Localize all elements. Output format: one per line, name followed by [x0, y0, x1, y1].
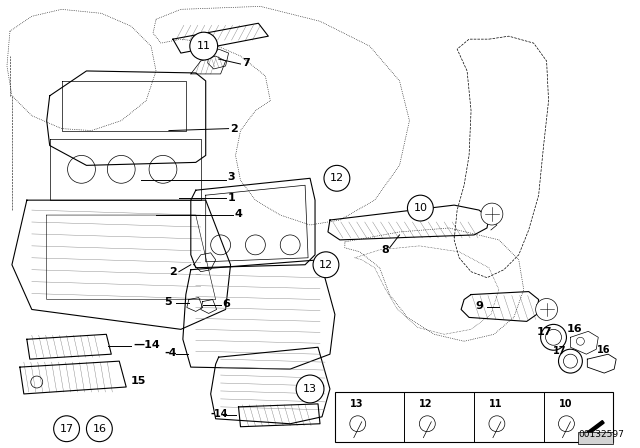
Text: 4: 4	[234, 209, 243, 219]
Text: 17: 17	[552, 346, 566, 356]
Text: 11: 11	[196, 41, 211, 51]
Bar	[335, 392, 613, 442]
Circle shape	[481, 203, 503, 225]
Text: 16: 16	[597, 345, 611, 355]
Circle shape	[324, 165, 350, 191]
FancyArrow shape	[579, 421, 604, 440]
Text: 13: 13	[303, 384, 317, 394]
Text: -14: -14	[211, 409, 228, 419]
Text: 7: 7	[243, 58, 250, 68]
Circle shape	[54, 416, 79, 442]
Circle shape	[86, 416, 112, 442]
Text: 2: 2	[169, 267, 177, 277]
Text: 3: 3	[228, 172, 236, 182]
Text: 13: 13	[350, 399, 364, 409]
Text: 16: 16	[92, 424, 106, 434]
Text: 8: 8	[381, 245, 389, 255]
Text: 11: 11	[489, 399, 502, 409]
Text: 6: 6	[223, 300, 230, 310]
Text: 5: 5	[164, 297, 172, 306]
Text: 1: 1	[228, 193, 236, 203]
Text: 17: 17	[537, 327, 552, 337]
Text: —14: —14	[133, 340, 160, 350]
Circle shape	[313, 252, 339, 278]
Text: 10: 10	[413, 203, 428, 213]
Text: 2: 2	[230, 124, 238, 134]
Circle shape	[190, 32, 218, 60]
Text: -4: -4	[164, 348, 177, 358]
Circle shape	[559, 349, 582, 373]
Circle shape	[296, 375, 324, 403]
Text: 17: 17	[60, 424, 74, 434]
Text: 9: 9	[475, 302, 483, 311]
Text: 00132597: 00132597	[579, 430, 624, 439]
Bar	[579, 432, 613, 444]
Text: 10: 10	[559, 399, 572, 409]
Text: 15: 15	[131, 376, 147, 386]
Circle shape	[541, 324, 566, 350]
Text: 16: 16	[566, 324, 582, 334]
Text: 12: 12	[319, 260, 333, 270]
Text: 12: 12	[330, 173, 344, 183]
Text: 12: 12	[419, 399, 433, 409]
Circle shape	[536, 298, 557, 320]
Circle shape	[408, 195, 433, 221]
